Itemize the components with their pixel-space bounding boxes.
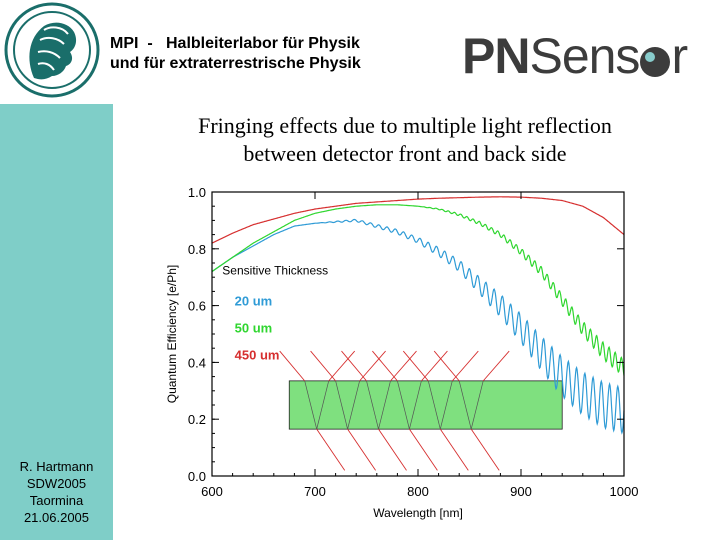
qe-chart: 600 700 800 900 1000 0.0 0.2 0.4 0.6 0.8 1.0 Wavele… — [165, 185, 638, 520]
internal-ray — [427, 380, 441, 430]
internal-ray — [458, 380, 472, 430]
legend-entry: 450 um — [235, 348, 280, 363]
incident-ray — [279, 350, 306, 382]
internal-ray — [316, 380, 330, 430]
internal-ray — [409, 380, 422, 430]
incident-ray — [402, 350, 429, 382]
y-tick-label: 1.0 — [188, 185, 206, 200]
author-event: SDW2005 — [26, 476, 87, 491]
mpg-logo-box — [0, 0, 113, 104]
legend-entry: 50 um — [235, 321, 273, 336]
x-tick-label: 600 — [201, 484, 223, 499]
internal-ray — [397, 380, 410, 430]
incident-ray — [372, 350, 398, 382]
internal-ray — [304, 380, 318, 430]
series-layer — [211, 196, 625, 435]
y-tick-label: 0.6 — [188, 299, 206, 314]
y-tick-label: 0.8 — [188, 242, 206, 257]
y-tick-label: 0.2 — [188, 412, 206, 427]
header-band — [113, 0, 720, 104]
author-name: R. Hartmann — [19, 459, 94, 474]
legend-entry: 20 um — [235, 294, 273, 309]
transmitted-ray — [378, 428, 407, 471]
institute-line-1: MPI - Halbleiterlabor für Physik — [110, 35, 360, 52]
author-date: 21.06.2005 — [23, 510, 90, 525]
transmitted-ray — [470, 428, 500, 471]
minerva-logo-icon — [4, 2, 100, 98]
x-axis-label: Wavelength [nm] — [373, 506, 463, 520]
slide-title: Fringing effects due to multiple light r… — [150, 112, 660, 168]
incident-ray — [341, 350, 367, 382]
author-place: Taormina — [29, 493, 84, 508]
author-block: R. Hartmann SDW2005 Taormina 21.06.2005 — [0, 458, 113, 526]
chart-axes: 600 700 800 900 1000 0.0 0.2 0.4 0.6 0.8 1.0 Wavele… — [165, 185, 638, 520]
chart-legend: Sensitive Thickness 20 um 50 um 450 um — [222, 263, 328, 362]
brand-pn: PN — [462, 28, 530, 84]
detector-slab — [288, 380, 563, 430]
series-line-20um — [211, 218, 625, 435]
institute-line-2: und für extraterrestrische Physik — [110, 55, 361, 72]
slide-title-line-1: Fringing effects due to multiple light r… — [198, 113, 612, 138]
internal-ray — [470, 380, 484, 430]
x-tick-label: 800 — [407, 484, 429, 499]
series-line-50um — [211, 204, 625, 376]
x-tick-label: 900 — [510, 484, 532, 499]
x-tick-label: 1000 — [610, 484, 639, 499]
reflected-ray — [390, 350, 417, 382]
reflected-ray — [421, 350, 448, 382]
slide-title-line-2: between detector front and back side — [243, 141, 567, 166]
internal-ray — [347, 380, 360, 430]
reflected-ray — [482, 350, 510, 382]
internal-ray — [439, 380, 453, 430]
y-tick-label: 0.0 — [188, 469, 206, 484]
reflected-ray — [359, 350, 386, 382]
internal-ray — [378, 380, 391, 430]
incident-ray — [310, 350, 336, 382]
brand-o-icon — [640, 47, 671, 77]
reflected-ray — [328, 350, 356, 382]
institute-name: MPI - Halbleiterlabor für Physik und für… — [110, 34, 361, 74]
transmitted-ray — [439, 428, 469, 471]
legend-title: Sensitive Thickness — [222, 263, 328, 277]
internal-ray — [366, 380, 379, 430]
y-axis-label: Quantum Efficiency [e/Ph] — [165, 265, 179, 404]
incident-ray — [433, 350, 460, 382]
series-line-450um — [211, 196, 625, 244]
brand-r: r — [671, 28, 688, 84]
x-tick-label: 700 — [304, 484, 326, 499]
reflected-ray — [451, 350, 479, 382]
transmitted-ray — [316, 428, 346, 471]
y-tick-label: 0.4 — [188, 355, 206, 370]
transmitted-ray — [409, 428, 438, 471]
brand-sens: Sens — [529, 28, 640, 84]
pnsensor-logo: PNSens r — [462, 28, 688, 84]
internal-ray — [335, 380, 348, 430]
detector-diagram — [279, 350, 563, 471]
transmitted-ray — [347, 428, 376, 471]
